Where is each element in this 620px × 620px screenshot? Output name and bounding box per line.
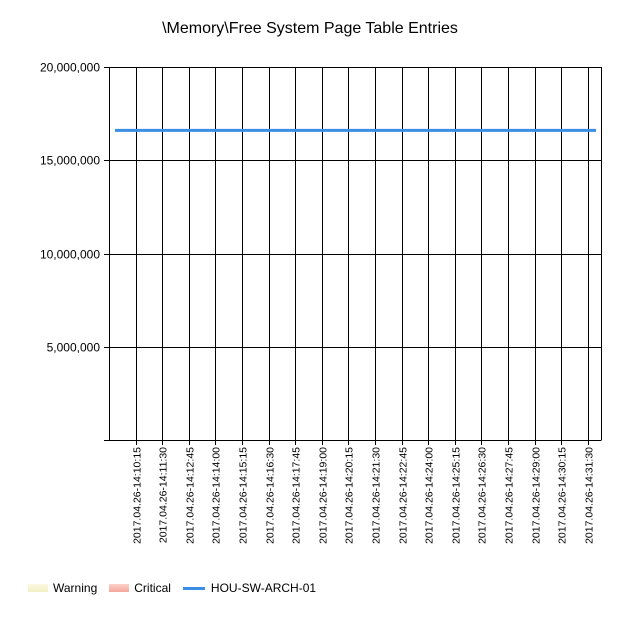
critical-swatch-icon — [109, 584, 130, 592]
x-tick-label: 2017.04.26-14:26:30 — [477, 447, 489, 544]
legend-label-series: HOU-SW-ARCH-01 — [210, 581, 317, 595]
chart-title: \Memory\Free System Page Table Entries — [162, 20, 458, 37]
x-tick-label: 2017.04.26-14:15:15 — [238, 447, 250, 544]
legend-item-critical: Critical — [109, 580, 171, 596]
axes — [104, 67, 602, 445]
x-tick-labels: 2017.04.26-14:10:15 2017.04.26-14:11:30 20… — [132, 447, 596, 544]
x-tick-label: 2017.04.26-14:22:45 — [398, 447, 410, 544]
x-tick-label: 2017.04.26-14:31:30 — [584, 447, 596, 544]
x-tick-label: 2017.04.26-14:30:15 — [557, 447, 569, 544]
grid-lines — [109, 67, 601, 440]
x-tick-label: 2017.04.26-14:17:45 — [291, 447, 303, 544]
x-tick-label: 2017.04.26-14:11:30 — [158, 447, 170, 543]
x-tick-label: 2017.04.26-14:27:45 — [504, 447, 516, 544]
x-tick-label: 2017.04.26-14:12:45 — [185, 447, 197, 544]
x-tick-label: 2017.04.26-14:14:00 — [211, 447, 223, 544]
x-tick-label: 2017.04.26-14:25:15 — [451, 447, 463, 544]
y-tick-label: 15,000,000 — [40, 154, 100, 168]
legend-item-series: HOU-SW-ARCH-01 — [182, 580, 317, 596]
x-tick-label: 2017.04.26-14:21:30 — [371, 447, 383, 544]
legend-label-warning: Warning — [53, 581, 98, 595]
legend: Warning Critical HOU-SW-ARCH-01 — [28, 579, 328, 597]
x-tick-label: 2017.04.26-14:29:00 — [531, 447, 543, 544]
warning-swatch-icon — [28, 584, 48, 592]
x-tick-label: 2017.04.26-14:20:15 — [344, 447, 356, 544]
x-tick-label: 2017.04.26-14:24:00 — [424, 447, 436, 544]
y-tick-label: 10,000,000 — [40, 248, 100, 262]
y-tick-labels: 5,000,000 10,000,000 15,000,000 20,000,000 — [40, 61, 100, 355]
x-tick-label: 2017.04.26-14:16:30 — [265, 447, 277, 544]
x-tick-label: 2017.04.26-14:10:15 — [132, 447, 144, 544]
series-line-icon — [182, 586, 205, 590]
y-tick-label: 20,000,000 — [40, 61, 100, 75]
legend-label-critical: Critical — [134, 581, 171, 595]
x-tick-label: 2017.04.26-14:19:00 — [318, 447, 330, 544]
legend-item-warning: Warning — [28, 580, 97, 596]
y-tick-label: 5,000,000 — [47, 341, 101, 355]
